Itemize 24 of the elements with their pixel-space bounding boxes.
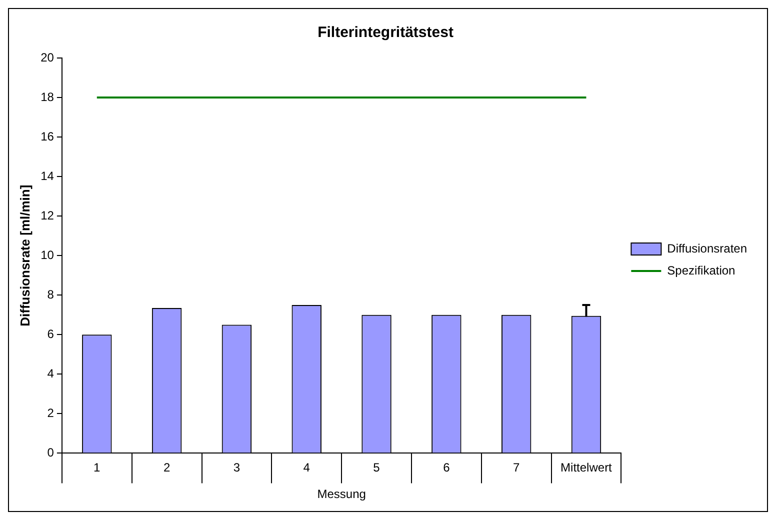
x-tick-label: Mittelwert	[560, 460, 613, 475]
y-tick-label: 14	[40, 168, 54, 183]
y-tick-label: 6	[47, 326, 54, 341]
y-axis-title: Diffusionsrate [ml/min]	[17, 184, 32, 326]
legend-label: Spezifikation	[667, 263, 736, 278]
chart-title: Filterintegritätstest	[318, 24, 454, 42]
y-tick-label: 10	[40, 248, 54, 262]
x-axis-title: Messung	[317, 487, 366, 502]
x-tick-label: 6	[443, 460, 450, 475]
y-tick-label: 0	[47, 446, 54, 460]
y-tick-label: 12	[40, 208, 54, 222]
y-tick-label: 20	[40, 50, 54, 64]
x-tick-label: 3	[233, 460, 240, 475]
x-tick-label: 4	[303, 460, 310, 475]
y-tick-label: 4	[47, 366, 54, 380]
x-tick-label: 2	[163, 460, 170, 475]
y-tick-label: 2	[47, 406, 54, 420]
y-tick-label: 16	[40, 129, 54, 144]
x-tick-label: 1	[94, 460, 101, 475]
x-tick-label: 5	[373, 460, 380, 475]
legend-label: Diffusionsraten	[667, 241, 748, 256]
y-tick-label: 8	[47, 287, 54, 302]
x-tick-label: 7	[512, 460, 520, 475]
y-tick-label: 18	[40, 90, 54, 104]
